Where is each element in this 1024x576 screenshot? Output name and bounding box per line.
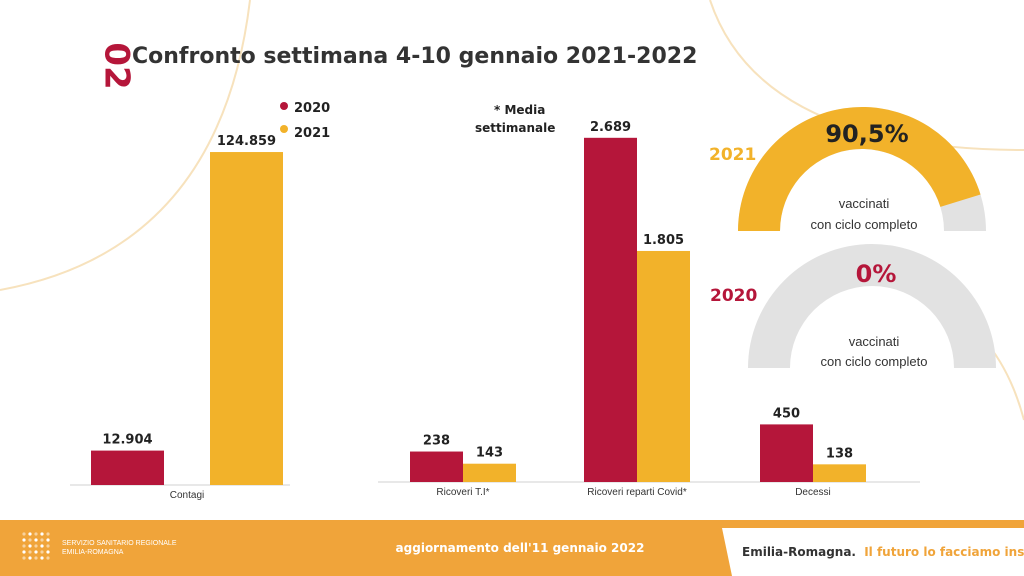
note-line-1: * Media — [494, 103, 545, 117]
bar-ricoveri-t-i-2020 — [410, 451, 463, 482]
update-date: aggiornamento dell'11 gennaio 2022 — [396, 541, 645, 555]
org-name-line-1: SERVIZIO SANITARIO REGIONALE — [62, 540, 177, 547]
gauge-track-2020 — [748, 244, 996, 368]
data-label-decessi-2020: 450 — [773, 406, 800, 421]
data-label-ricoveri-reparti-covid-2021: 1.805 — [643, 233, 684, 248]
bar-ricoveri-reparti-covid-2020 — [584, 137, 637, 483]
data-label-decessi-2021: 138 — [826, 446, 853, 461]
note-text: * Media settimanale — [475, 103, 555, 135]
gauge-year-2020: 2020 — [710, 286, 757, 306]
brand-slogan: Emilia-Romagna. Il futuro lo facciamo in… — [742, 545, 1024, 559]
bar-decessi-2020 — [760, 424, 813, 482]
bar-contagi-2020 — [91, 450, 164, 485]
slogan-text: Il futuro lo facciamo insieme. — [864, 545, 1024, 559]
gauge-caption-line1-2020: vaccinati — [849, 334, 900, 349]
gauge-value-2020: 0% — [856, 260, 897, 288]
gauge-value-2021: 90,5% — [825, 120, 908, 148]
data-label-ricoveri-t-i-2021: 143 — [476, 446, 503, 461]
legend-marker-2021 — [280, 125, 288, 133]
gauge-fill-2021 — [738, 107, 981, 231]
data-label-ricoveri-t-i-2020: 238 — [423, 434, 450, 449]
legend-marker-2020 — [280, 102, 288, 110]
category-label-decessi: Decessi — [795, 487, 831, 498]
gauge-2020: 2020 0% vaccinati con ciclo completo — [710, 244, 996, 369]
brand-name: Emilia-Romagna. — [742, 545, 856, 559]
section-number: 02 — [97, 42, 137, 89]
bar-decessi-2021 — [813, 464, 866, 482]
bar-chart-contagi: 12.904 124.859 Contagi — [70, 134, 290, 501]
gauge-2021: 2021 90,5% vaccinati con ciclo completo — [709, 107, 986, 232]
legend-label-2020: 2020 — [294, 101, 330, 116]
bar-contagi-2021 — [210, 152, 283, 485]
data-label-contagi-2020: 12.904 — [102, 433, 152, 448]
gauge-caption-line2-2021: con ciclo completo — [811, 217, 918, 232]
bar-chart-ricoveri-decessi: 238 143 Ricoveri T.I* 2.689 1.805 Ricoveri re… — [378, 120, 920, 498]
gauge-caption-line1-2021: vaccinati — [839, 196, 890, 211]
gauge-caption-line2-2020: con ciclo completo — [821, 354, 928, 369]
org-name-line-2: EMILIA-ROMAGNA — [62, 549, 124, 556]
data-label-ricoveri-reparti-covid-2020: 2.689 — [590, 120, 631, 135]
legend: 2020 2021 — [280, 101, 330, 141]
category-label-contagi: Contagi — [170, 490, 204, 501]
category-label-ricoveri-reparti-covid: Ricoveri reparti Covid* — [587, 487, 687, 498]
footer-brand-panel — [722, 528, 1024, 576]
footer: SERVIZIO SANITARIO REGIONALE EMILIA-ROMA… — [0, 520, 1024, 576]
decor-curve-right — [709, 0, 1024, 151]
note-line-2: settimanale — [475, 121, 555, 135]
bar-ricoveri-reparti-covid-2021 — [637, 250, 690, 482]
data-label-contagi-2021: 124.859 — [217, 134, 276, 149]
category-label-ricoveri-t-i: Ricoveri T.I* — [436, 487, 489, 498]
bar-ricoveri-t-i-2021 — [463, 463, 516, 482]
gauge-year-2021: 2021 — [709, 145, 756, 165]
org-logo-icon — [22, 532, 50, 560]
page-title: Confronto settimana 4-10 gennaio 2021-20… — [132, 44, 697, 69]
decor-curve-left — [0, 0, 251, 291]
legend-label-2021: 2021 — [294, 126, 330, 141]
